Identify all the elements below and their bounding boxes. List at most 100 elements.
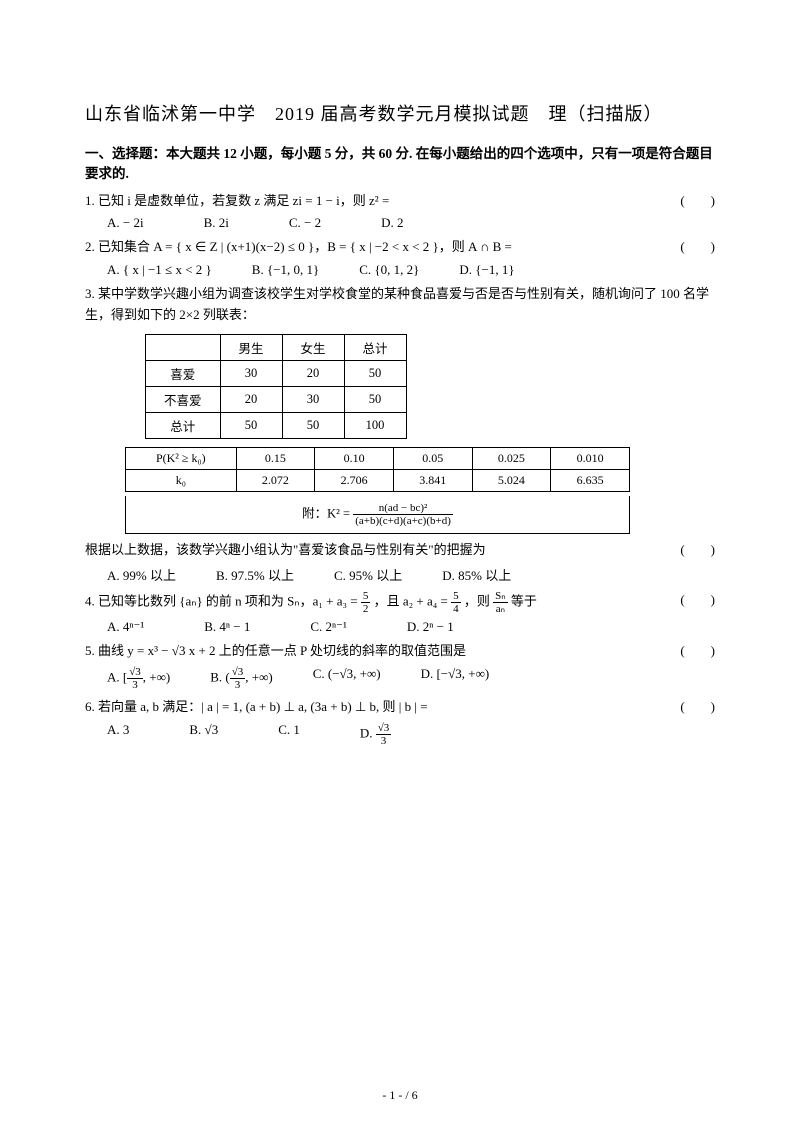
q3-opt-c: C. 95% 以上 <box>334 565 402 584</box>
page-footer: - 1 - / 6 <box>0 1088 800 1103</box>
table-row: 不喜爱 20 30 50 <box>146 386 407 412</box>
q4-options: A. 4ⁿ⁻¹ B. 4ⁿ − 1 C. 2ⁿ⁻¹ D. 2ⁿ − 1 <box>107 619 715 635</box>
q3-conclusion-text: 根据以上数据，该数学兴趣小组认为"喜爱该食品与性别有关"的把握为 <box>85 542 486 557</box>
table-cell: 0.15 <box>236 447 315 469</box>
contingency-table: 男生 女生 总计 喜爱 30 20 50 不喜爱 20 30 50 总计 50 … <box>145 334 407 439</box>
q4-opt-c: C. 2ⁿ⁻¹ <box>310 619 347 635</box>
q5-opt-b: B. (√33, +∞) <box>210 666 272 691</box>
table-cell: 2.072 <box>236 469 315 491</box>
q3-conclusion: 根据以上数据，该数学兴趣小组认为"喜爱该食品与性别有关"的把握为 ( ) <box>85 540 715 561</box>
table-cell: 总计 <box>146 412 221 438</box>
question-4: 4. 已知等比数列 {aₙ} 的前 n 项和为 Sₙ，a₁ + a₃ = 52 … <box>85 590 715 615</box>
fraction: √33 <box>127 666 143 691</box>
q2-stem: 2. 已知集合 A = { x ∈ Z | (x+1)(x−2) ≤ 0 }，B… <box>85 239 512 254</box>
table-cell: 6.635 <box>551 469 630 491</box>
table-cell: 30 <box>282 386 344 412</box>
page-title: 山东省临沭第一中学 2019 届高考数学元月模拟试题 理（扫描版） <box>85 100 715 126</box>
table-cell: k₀ <box>126 469 237 491</box>
table-cell: 0.05 <box>393 447 472 469</box>
q3-opt-b: B. 97.5% 以上 <box>216 565 294 584</box>
answer-blank: ( ) <box>680 697 715 718</box>
question-6: 6. 若向量 a, b 满足：| a | = 1, (a + b) ⊥ a, (… <box>85 697 715 718</box>
q2-opt-c: C. {0, 1, 2} <box>359 262 419 278</box>
q6-opt-b: B. √3 <box>189 722 218 747</box>
table-cell: 5.024 <box>472 469 551 491</box>
q3-opt-d: D. 85% 以上 <box>442 565 511 584</box>
table-cell: P(K² ≥ k₀) <box>126 447 237 469</box>
table-cell: 0.010 <box>551 447 630 469</box>
section-1-heading: 一、选择题：本大题共 12 小题，每小题 5 分，共 60 分. 在每小题给出的… <box>85 144 715 185</box>
table-row: 男生 女生 总计 <box>146 334 407 360</box>
fraction: √33 <box>376 722 392 747</box>
formula-num: n(ad − bc)² <box>353 502 453 515</box>
table-cell: 50 <box>344 360 406 386</box>
q6-opt-c: C. 1 <box>278 722 300 747</box>
table-row: 总计 50 50 100 <box>146 412 407 438</box>
answer-blank: ( ) <box>680 237 715 258</box>
table-cell: 不喜爱 <box>146 386 221 412</box>
q2-opt-a: A. { x | −1 ≤ x < 2 } <box>107 262 212 278</box>
answer-blank: ( ) <box>680 641 715 662</box>
question-2: 2. 已知集合 A = { x ∈ Z | (x+1)(x−2) ≤ 0 }，B… <box>85 237 715 258</box>
table-cell: 男生 <box>220 334 282 360</box>
formula-prefix: 附：K² = <box>302 506 353 520</box>
formula-fraction: n(ad − bc)² (a+b)(c+d)(a+c)(b+d) <box>353 502 453 527</box>
q3-stem: 3. 某中学数学兴趣小组为调查该校学生对学校食堂的某种食品喜爱与否是否与性别有关… <box>85 286 709 322</box>
q1-opt-b: B. 2i <box>204 215 229 231</box>
question-5: 5. 曲线 y = x³ − √3 x + 2 上的任意一点 P 处切线的斜率的… <box>85 641 715 662</box>
table-cell: 女生 <box>282 334 344 360</box>
answer-blank: ( ) <box>680 540 715 561</box>
question-1: 1. 已知 i 是虚数单位，若复数 z 满足 zi = 1 − i，则 z² =… <box>85 191 715 212</box>
table-cell: 20 <box>220 386 282 412</box>
k-squared-formula: 附：K² = n(ad − bc)² (a+b)(c+d)(a+c)(b+d) <box>125 496 630 534</box>
table-row: 喜爱 30 20 50 <box>146 360 407 386</box>
q3-opt-a: A. 99% 以上 <box>107 565 176 584</box>
q1-opt-d: D. 2 <box>381 215 403 231</box>
q4-opt-b: B. 4ⁿ − 1 <box>204 619 250 635</box>
q4-stem-post: ，则 <box>464 593 493 608</box>
table-cell: 50 <box>220 412 282 438</box>
q5-opt-d: D. [−√3, +∞) <box>421 666 490 691</box>
table-cell: 2.706 <box>315 469 394 491</box>
q5-opt-c: C. (−√3, +∞) <box>313 666 381 691</box>
answer-blank: ( ) <box>680 191 715 212</box>
q6-stem: 6. 若向量 a, b 满足：| a | = 1, (a + b) ⊥ a, (… <box>85 699 428 714</box>
table-cell: 总计 <box>344 334 406 360</box>
q2-opt-b: B. {−1, 0, 1} <box>252 262 319 278</box>
table-cell: 100 <box>344 412 406 438</box>
question-3: 3. 某中学数学兴趣小组为调查该校学生对学校食堂的某种食品喜爱与否是否与性别有关… <box>85 284 715 326</box>
chi-square-table: P(K² ≥ k₀) 0.15 0.10 0.05 0.025 0.010 k₀… <box>125 447 630 492</box>
table-cell: 喜爱 <box>146 360 221 386</box>
fraction: 52 <box>361 590 371 615</box>
q5-options: A. [√33, +∞) B. (√33, +∞) C. (−√3, +∞) D… <box>107 666 715 691</box>
q4-opt-a: A. 4ⁿ⁻¹ <box>107 619 144 635</box>
answer-blank: ( ) <box>680 590 715 611</box>
table-row: P(K² ≥ k₀) 0.15 0.10 0.05 0.025 0.010 <box>126 447 630 469</box>
fraction: Sₙaₙ <box>493 590 508 615</box>
q4-stem-end: 等于 <box>511 593 537 608</box>
formula-den: (a+b)(c+d)(a+c)(b+d) <box>353 515 453 527</box>
q1-opt-c: C. − 2 <box>289 215 321 231</box>
table-cell: 0.10 <box>315 447 394 469</box>
fraction: 54 <box>451 590 461 615</box>
q1-opt-a: A. − 2i <box>107 215 144 231</box>
q1-options: A. − 2i B. 2i C. − 2 D. 2 <box>107 215 715 231</box>
table-row: k₀ 2.072 2.706 3.841 5.024 6.635 <box>126 469 630 491</box>
q1-stem: 1. 已知 i 是虚数单位，若复数 z 满足 zi = 1 − i，则 z² = <box>85 193 389 208</box>
q6-opt-d: D. √33 <box>360 722 391 747</box>
table-cell: 0.025 <box>472 447 551 469</box>
q5-stem: 5. 曲线 y = x³ − √3 x + 2 上的任意一点 P 处切线的斜率的… <box>85 643 466 658</box>
q4-stem-mid: ，且 a₂ + a₄ = <box>374 593 452 608</box>
q4-opt-d: D. 2ⁿ − 1 <box>407 619 454 635</box>
table-cell <box>146 334 221 360</box>
q2-opt-d: D. {−1, 1} <box>459 262 514 278</box>
q3-options: A. 99% 以上 B. 97.5% 以上 C. 95% 以上 D. 85% 以… <box>107 565 715 584</box>
table-cell: 3.841 <box>393 469 472 491</box>
q4-stem-pre: 4. 已知等比数列 {aₙ} 的前 n 项和为 Sₙ，a₁ + a₃ = <box>85 593 361 608</box>
table-cell: 30 <box>220 360 282 386</box>
table-cell: 20 <box>282 360 344 386</box>
q2-options: A. { x | −1 ≤ x < 2 } B. {−1, 0, 1} C. {… <box>107 262 715 278</box>
q5-opt-a: A. [√33, +∞) <box>107 666 170 691</box>
table-cell: 50 <box>344 386 406 412</box>
q6-opt-a: A. 3 <box>107 722 129 747</box>
